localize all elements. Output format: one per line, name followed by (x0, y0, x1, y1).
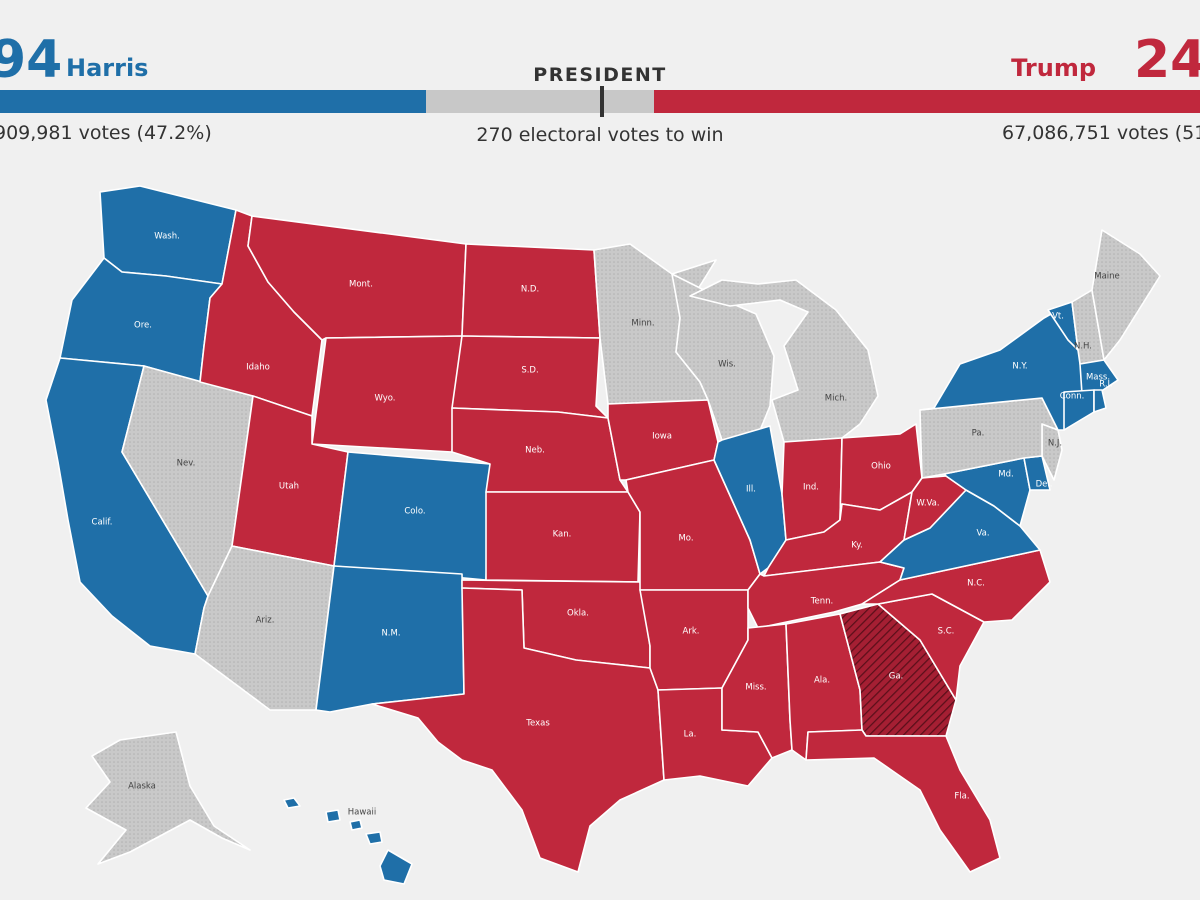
state-label-ut: Utah (279, 482, 299, 492)
state-label-sd: S.D. (521, 366, 538, 376)
state-me[interactable] (1091, 229, 1161, 361)
harris-electoral-votes: 94 (0, 30, 63, 90)
state-label-wi: Wis. (718, 360, 736, 370)
state-label-ct: Conn. (1060, 392, 1085, 402)
state-ri[interactable] (1093, 389, 1107, 413)
state-shape-tx[interactable] (371, 587, 665, 873)
threshold-label: 270 electoral votes to win (476, 124, 724, 146)
win-threshold-marker (600, 86, 604, 117)
state-shape-ma[interactable] (1079, 359, 1119, 395)
state-label-md: Md. (998, 470, 1013, 480)
trump-popular-vote: 67,086,751 votes (51.2%) (1002, 122, 1200, 144)
state-label-il: Ill. (746, 485, 756, 495)
state-label-pa: Pa. (972, 429, 985, 439)
state-label-mn: Minn. (631, 319, 654, 329)
state-nm[interactable] (315, 565, 465, 713)
state-label-nd: N.D. (521, 285, 539, 295)
state-sd[interactable] (451, 335, 609, 419)
state-shape-hi[interactable] (365, 831, 383, 845)
state-label-nv: Nev. (177, 459, 196, 469)
state-label-mo: Mo. (678, 534, 693, 544)
state-label-ak: Alaska (128, 782, 156, 792)
state-label-ma: Mass. (1086, 373, 1110, 383)
state-label-vt: Vt. (1052, 312, 1064, 322)
state-label-hi: Hawaii (348, 808, 376, 818)
state-label-nm: N.M. (381, 629, 400, 639)
state-label-mt: Mont. (349, 280, 373, 290)
state-label-me: Maine (1094, 272, 1120, 282)
state-shape-nm[interactable] (315, 565, 465, 713)
state-label-ms: Miss. (745, 683, 766, 693)
state-shape-ak[interactable] (85, 731, 251, 865)
state-label-wa: Wash. (154, 232, 180, 242)
state-shape-me[interactable] (1091, 229, 1161, 361)
state-label-az: Ariz. (256, 616, 275, 626)
state-nc[interactable] (861, 549, 1051, 623)
state-label-ok: Okla. (567, 609, 589, 619)
results-header: 94 Harris PRESIDENT Trump 246 909,981 vo… (0, 0, 1200, 160)
uncalled-bar (426, 90, 654, 113)
trump-bar (654, 90, 1200, 113)
state-label-ky: Ky. (851, 541, 862, 551)
state-shape-ri[interactable] (1093, 389, 1107, 413)
state-shape-ks[interactable] (485, 491, 641, 583)
state-label-fl: Fla. (954, 792, 969, 802)
state-label-id: Idaho (246, 363, 270, 373)
state-shape-hi[interactable] (283, 797, 301, 809)
state-label-nc: N.C. (967, 579, 985, 589)
race-title: PRESIDENT (533, 64, 667, 86)
state-label-ca: Calif. (92, 518, 113, 528)
state-label-ne: Neb. (525, 446, 545, 456)
state-label-or: Ore. (134, 321, 152, 331)
trump-electoral-votes: 246 (1134, 30, 1200, 90)
state-label-la: La. (684, 730, 697, 740)
state-label-wv: W.Va. (916, 499, 939, 509)
state-shape-hi[interactable] (379, 849, 413, 885)
state-label-tx: Texas (525, 719, 550, 729)
state-label-ga: Ga. (889, 672, 904, 682)
state-label-sc: S.C. (938, 627, 955, 637)
state-label-oh: Ohio (871, 462, 891, 472)
harris-bar (0, 90, 426, 113)
state-label-nh: N.H. (1074, 342, 1092, 352)
state-ak[interactable] (85, 731, 251, 865)
state-label-mi: Mich. (825, 394, 847, 404)
harris-popular-vote: 909,981 votes (47.2%) (0, 122, 212, 144)
state-label-al: Ala. (814, 676, 830, 686)
state-label-ny: N.Y. (1012, 362, 1027, 372)
state-label-ks: Kan. (553, 530, 572, 540)
state-shape-sd[interactable] (451, 335, 609, 419)
harris-name: Harris (66, 54, 149, 82)
state-label-in: Ind. (803, 483, 819, 493)
trump-name: Trump (1011, 54, 1096, 82)
state-label-ia: Iowa (652, 432, 672, 442)
state-label-ar: Ark. (683, 627, 700, 637)
state-shape-hi[interactable] (325, 809, 341, 823)
state-tx[interactable] (371, 587, 665, 873)
state-label-tn: Tenn. (810, 597, 833, 607)
state-label-nj: N.J. (1048, 439, 1062, 449)
state-label-va: Va. (976, 529, 989, 539)
state-label-co: Colo. (404, 507, 425, 517)
state-ks[interactable] (485, 491, 641, 583)
state-label-wy: Wyo. (374, 394, 395, 404)
state-shape-fl[interactable] (805, 729, 1001, 873)
state-shape-hi[interactable] (349, 819, 363, 831)
state-label-de: Del. (1036, 480, 1053, 490)
state-fl[interactable] (805, 729, 1001, 873)
state-shape-nc[interactable] (861, 549, 1051, 623)
state-label-ri: R.I. (1099, 380, 1113, 390)
state-hi[interactable] (283, 797, 413, 885)
state-ma[interactable] (1079, 359, 1119, 395)
